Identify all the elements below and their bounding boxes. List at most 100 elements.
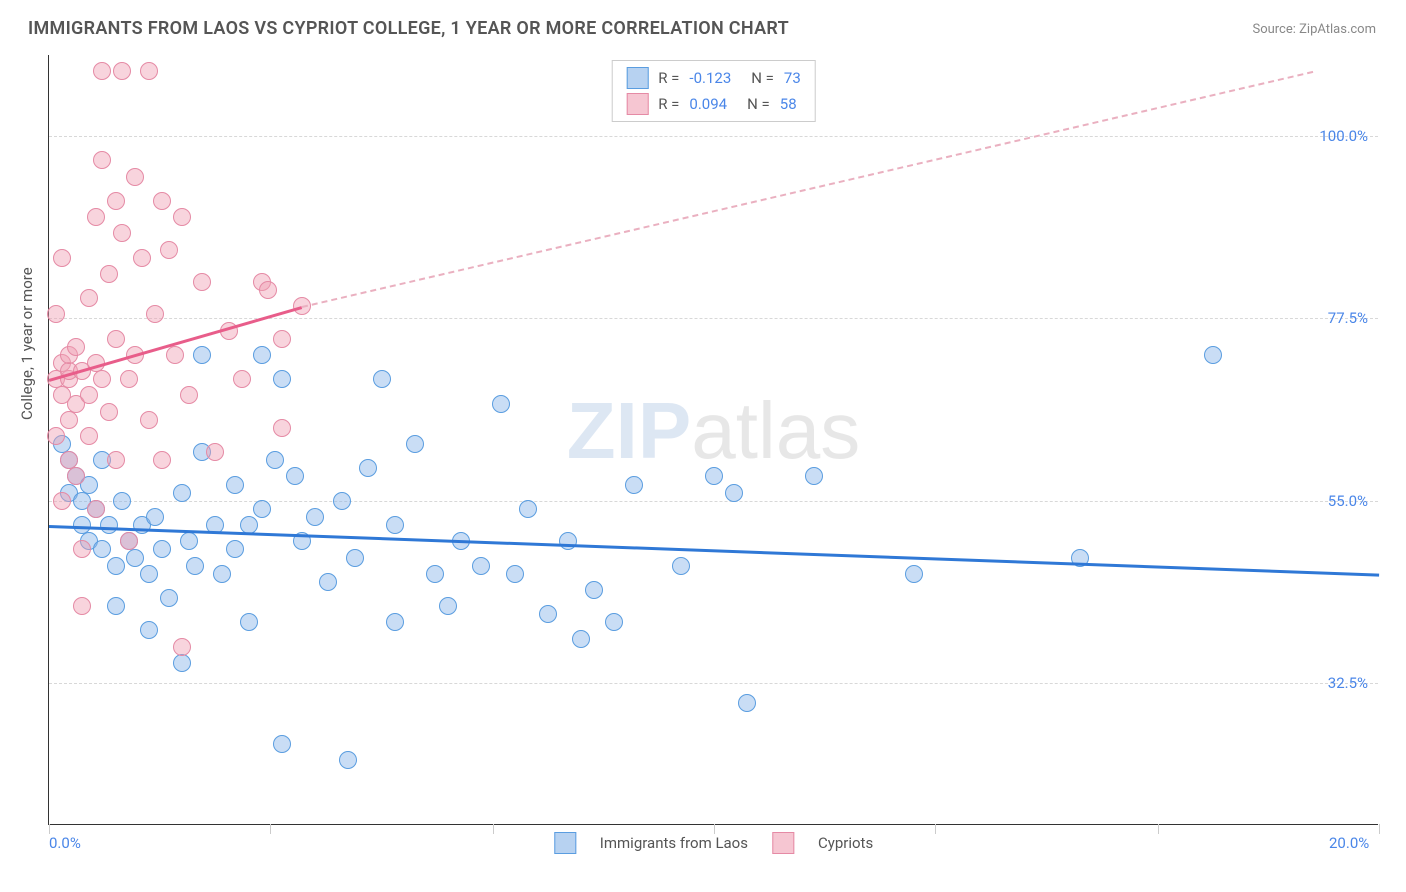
y-tick-label: 55.0%	[1328, 492, 1368, 510]
scatter-point	[506, 565, 524, 583]
scatter-point	[67, 338, 85, 356]
scatter-point	[180, 532, 198, 550]
scatter-point	[100, 265, 118, 283]
x-tick	[1158, 824, 1159, 834]
scatter-point	[80, 289, 98, 307]
scatter-point	[672, 557, 690, 575]
scatter-point	[126, 168, 144, 186]
scatter-point	[120, 532, 138, 550]
scatter-point	[107, 597, 125, 615]
scatter-point	[226, 476, 244, 494]
scatter-point	[53, 249, 71, 267]
legend-swatch-blue	[554, 832, 576, 854]
scatter-point	[559, 532, 577, 550]
y-tick-label: 77.5%	[1328, 309, 1368, 327]
scatter-point	[93, 151, 111, 169]
scatter-point	[319, 573, 337, 591]
scatter-point	[439, 597, 457, 615]
legend-r-value-laos: -0.123	[689, 69, 731, 87]
legend-n-value-cypriots: 58	[780, 95, 797, 113]
scatter-point	[133, 249, 151, 267]
scatter-point	[80, 427, 98, 445]
scatter-point	[346, 549, 364, 567]
scatter-point	[253, 346, 271, 364]
scatter-point	[193, 346, 211, 364]
scatter-point	[140, 621, 158, 639]
scatter-point	[107, 557, 125, 575]
scatter-point	[705, 467, 723, 485]
legend-label-cypriots: Cypriots	[818, 834, 873, 852]
scatter-point	[93, 62, 111, 80]
scatter-point	[140, 411, 158, 429]
x-tick	[270, 824, 271, 834]
scatter-point	[905, 565, 923, 583]
scatter-point	[386, 613, 404, 631]
legend-n-label: N =	[751, 69, 774, 87]
legend-r-label: R =	[658, 69, 679, 87]
scatter-point	[153, 540, 171, 558]
scatter-point	[173, 484, 191, 502]
scatter-point	[160, 589, 178, 607]
correlation-legend: R = -0.123 N = 73 R = 0.094 N = 58	[611, 60, 816, 122]
scatter-point	[60, 411, 78, 429]
scatter-point	[1204, 346, 1222, 364]
scatter-point	[93, 370, 111, 388]
scatter-point	[253, 500, 271, 518]
scatter-point	[140, 62, 158, 80]
scatter-point	[359, 459, 377, 477]
scatter-point	[226, 540, 244, 558]
scatter-point	[805, 467, 823, 485]
scatter-point	[519, 500, 537, 518]
scatter-point	[146, 305, 164, 323]
legend-label-laos: Immigrants from Laos	[600, 834, 748, 852]
scatter-point	[113, 492, 131, 510]
scatter-point	[180, 386, 198, 404]
scatter-point	[87, 500, 105, 518]
legend-swatch-blue	[626, 67, 648, 89]
scatter-point	[113, 224, 131, 242]
scatter-point	[539, 605, 557, 623]
scatter-point	[306, 508, 324, 526]
scatter-point	[53, 492, 71, 510]
scatter-point	[738, 694, 756, 712]
scatter-point	[373, 370, 391, 388]
scatter-point	[146, 508, 164, 526]
scatter-point	[107, 192, 125, 210]
scatter-point	[273, 330, 291, 348]
scatter-point	[492, 395, 510, 413]
scatter-point	[206, 443, 224, 461]
scatter-point	[605, 613, 623, 631]
scatter-point	[472, 557, 490, 575]
scatter-point	[100, 516, 118, 534]
scatter-point	[426, 565, 444, 583]
legend-swatch-pink	[772, 832, 794, 854]
scatter-point	[273, 419, 291, 437]
scatter-point	[47, 305, 65, 323]
scatter-point	[67, 467, 85, 485]
scatter-point	[193, 273, 211, 291]
gridline	[49, 136, 1378, 137]
scatter-point	[47, 427, 65, 445]
scatter-point	[80, 386, 98, 404]
scatter-point	[585, 581, 603, 599]
gridline	[49, 318, 1378, 319]
legend-n-value-laos: 73	[784, 69, 801, 87]
scatter-point	[107, 330, 125, 348]
scatter-point	[333, 492, 351, 510]
x-tick-label: 0.0%	[49, 834, 81, 852]
chart-title: IMMIGRANTS FROM LAOS VS CYPRIOT COLLEGE,…	[28, 18, 789, 39]
legend-swatch-pink	[626, 93, 648, 115]
legend-row-cypriots: R = 0.094 N = 58	[626, 91, 801, 117]
scatter-point	[166, 346, 184, 364]
scatter-point	[87, 208, 105, 226]
scatter-point	[173, 638, 191, 656]
gridline	[49, 501, 1378, 502]
scatter-point	[153, 192, 171, 210]
scatter-point	[186, 557, 204, 575]
scatter-point	[213, 565, 231, 583]
scatter-point	[273, 735, 291, 753]
x-tick	[935, 824, 936, 834]
y-axis-label: College, 1 year or more	[18, 267, 36, 420]
y-tick-label: 32.5%	[1328, 674, 1368, 692]
scatter-point	[93, 540, 111, 558]
